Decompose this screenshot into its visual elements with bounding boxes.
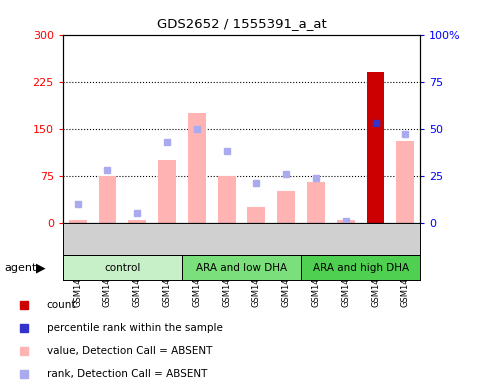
Text: ARA and high DHA: ARA and high DHA — [313, 263, 409, 273]
Bar — [337, 220, 355, 223]
Text: agent: agent — [5, 263, 37, 273]
Bar — [63, 255, 182, 280]
Bar — [69, 220, 86, 223]
Text: rank, Detection Call = ABSENT: rank, Detection Call = ABSENT — [47, 369, 207, 379]
Bar — [397, 141, 414, 223]
Bar — [218, 176, 236, 223]
Bar — [158, 160, 176, 223]
Bar — [307, 182, 325, 223]
Bar — [188, 113, 206, 223]
Bar — [367, 72, 384, 223]
Bar — [247, 207, 265, 223]
Bar — [277, 191, 295, 223]
Text: percentile rank within the sample: percentile rank within the sample — [47, 323, 223, 333]
Bar — [128, 220, 146, 223]
Bar — [99, 176, 116, 223]
Text: value, Detection Call = ABSENT: value, Detection Call = ABSENT — [47, 346, 212, 356]
Text: ▶: ▶ — [36, 262, 46, 274]
Text: control: control — [104, 263, 141, 273]
Bar — [301, 255, 420, 280]
Text: count: count — [47, 300, 76, 310]
Bar — [182, 255, 301, 280]
Text: GDS2652 / 1555391_a_at: GDS2652 / 1555391_a_at — [156, 17, 327, 30]
Text: ARA and low DHA: ARA and low DHA — [196, 263, 287, 273]
